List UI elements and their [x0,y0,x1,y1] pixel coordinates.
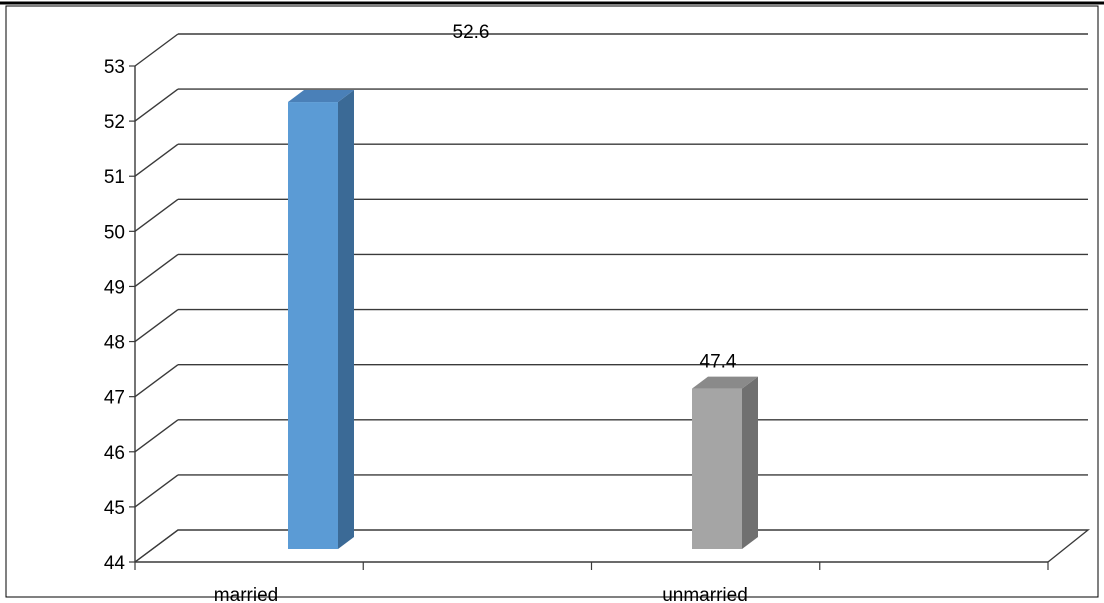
side-gridline [134,474,179,508]
bar-top-married [288,90,354,103]
y-tick-label: 51 [104,167,125,188]
x-tick-label-married: married [214,585,278,603]
side-gridline [134,198,179,232]
bar-side-unmarried [742,376,758,549]
data-label-unmarried: 47.4 [700,352,737,373]
side-gridline [134,143,179,177]
side-gridline [134,253,179,288]
x-tick-label-unmarried: unmarried [662,585,748,603]
y-tick-label: 45 [104,498,125,519]
data-label-married: 52.6 [453,22,490,43]
y-tick-label: 47 [104,388,125,409]
bar-side-married [338,90,354,550]
side-gridline [134,364,179,398]
side-gridline [134,419,179,453]
side-gridline [134,88,179,122]
chart-floor [134,529,1090,563]
side-gridline [134,33,179,67]
y-tick-label: 52 [104,112,125,133]
bar-top-unmarried [692,376,758,389]
y-tick-label: 50 [104,222,125,243]
bar-front-married [288,102,338,550]
y-tick-label: 46 [104,443,125,464]
y-tick-label: 48 [104,333,125,354]
y-tick-label: 53 [104,57,125,78]
side-gridline [134,308,179,343]
y-tick-label: 49 [104,277,125,298]
y-tick-label: 44 [104,553,126,574]
chart-border [5,5,1099,598]
bar-front-unmarried [692,388,742,549]
